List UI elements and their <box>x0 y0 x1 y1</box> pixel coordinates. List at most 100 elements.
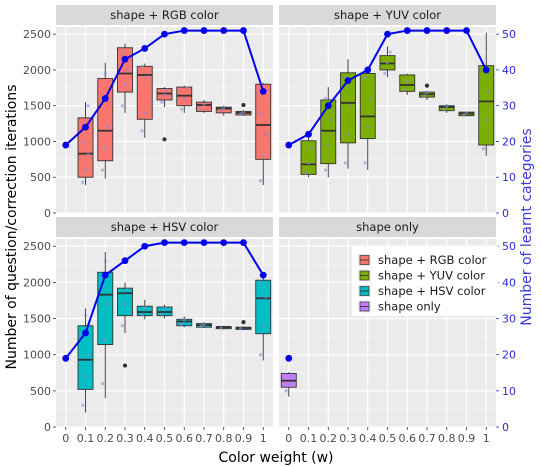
jitter-point <box>83 313 88 317</box>
box-0.5 <box>156 304 173 319</box>
categories-point <box>240 239 247 247</box>
legend-label: shape + HSV color <box>378 284 486 298</box>
categories-point <box>101 95 109 102</box>
jitter-point <box>160 312 164 316</box>
categories-point <box>180 27 188 34</box>
x-tick-label: 0.8 <box>215 432 233 445</box>
jitter-point <box>140 129 144 133</box>
jitter-point <box>239 327 243 331</box>
categories-point <box>285 354 293 362</box>
panel-strip <box>56 5 273 25</box>
categories-point <box>62 141 70 149</box>
legend-key-3 <box>358 285 371 297</box>
box-0.3 <box>340 59 356 169</box>
x-tick-label: 0.6 <box>175 432 193 445</box>
y-tick-label: 2000 <box>23 276 51 289</box>
y-axis-title: Number of question/correction iterations <box>4 84 20 369</box>
legend-background <box>352 246 498 316</box>
jitter-point <box>323 168 328 172</box>
box-body <box>320 99 337 165</box>
x-tick-label: 0.1 <box>300 432 318 445</box>
box-body <box>77 325 94 390</box>
box-0.3 <box>117 282 133 368</box>
y-right-tick-label: 30 <box>502 100 516 113</box>
categories-point <box>180 239 188 247</box>
box-0.4 <box>136 299 153 320</box>
legend-label: shape + RGB color <box>378 253 487 267</box>
box-body <box>478 65 495 146</box>
jitter-point <box>258 280 263 284</box>
box-body <box>77 117 94 178</box>
y-tick-label: 0 <box>44 207 51 220</box>
jitter-point <box>199 107 203 111</box>
categories-point <box>443 27 451 34</box>
box-0.4 <box>359 69 376 171</box>
jitter-point <box>264 295 268 299</box>
jitter-point <box>289 374 294 378</box>
x-tick-label: 0.5 <box>156 432 174 445</box>
box-body <box>255 83 272 160</box>
jitter-point <box>81 403 85 407</box>
categories-point <box>403 27 411 34</box>
box-body <box>97 271 114 346</box>
categories-point <box>384 30 391 38</box>
x-tick-label: 0 <box>62 432 69 445</box>
box-0.9 <box>458 111 475 117</box>
y-right-tick-label: 40 <box>502 64 516 77</box>
box-0.8 <box>215 105 232 116</box>
outlier-point <box>122 363 128 368</box>
jitter-point <box>261 154 265 158</box>
x-tick-label: 0.9 <box>458 432 476 445</box>
jitter-point <box>425 91 429 95</box>
box-0.7 <box>419 83 435 100</box>
y-right-axis-title: Number of learnt categories <box>519 128 535 325</box>
jitter-point <box>143 111 147 115</box>
jitter-point <box>202 322 206 326</box>
categories-point <box>121 55 129 63</box>
jitter-point <box>366 125 370 129</box>
jitter-point <box>388 50 392 54</box>
jitter-point <box>264 132 268 136</box>
y-right-tick-label: 20 <box>502 135 516 148</box>
jitter-point <box>241 110 246 114</box>
categories-point <box>324 102 332 110</box>
jitter-point <box>199 324 203 328</box>
jitter-point <box>343 161 347 165</box>
x-tick-label: 0 <box>285 432 292 445</box>
jitter-point <box>326 143 330 147</box>
jitter-point <box>143 306 147 310</box>
y-tick-label: 1500 <box>23 100 51 113</box>
categories-point <box>285 141 293 149</box>
jitter-point <box>81 180 85 184</box>
jitter-point <box>120 104 124 108</box>
panel-strip <box>279 217 496 237</box>
jitter-point <box>442 107 446 111</box>
y-right-tick-label: 20 <box>502 349 516 362</box>
jitter-point <box>83 168 88 172</box>
y-right-tick-label: 10 <box>502 171 516 184</box>
jitter-point <box>140 64 144 68</box>
x-tick-label: 0.5 <box>379 432 397 445</box>
categories-point <box>259 87 267 95</box>
x-tick-label: 0.9 <box>235 432 253 445</box>
box-body <box>300 140 317 175</box>
box-0.6 <box>176 316 193 328</box>
jitter-point <box>126 288 130 292</box>
panel-title: shape + RGB color <box>110 8 219 22</box>
box-0.9 <box>235 102 252 116</box>
panel-title: shape only <box>356 220 419 234</box>
jitter-point <box>120 324 124 328</box>
jitter-point <box>106 125 110 129</box>
jitter-point <box>323 96 328 101</box>
legend-label: shape + YUV color <box>378 269 485 283</box>
y-tick-label: 1000 <box>23 349 51 362</box>
jitter-point <box>385 61 390 65</box>
jitter-point <box>86 152 90 156</box>
x-tick-label: 0.3 <box>116 432 134 445</box>
jitter-point <box>222 106 226 110</box>
jitter-point <box>261 324 265 328</box>
jitter-point <box>346 132 350 136</box>
y-right-tick-label: 0 <box>502 207 509 220</box>
panel-title: shape + YUV color <box>334 8 441 22</box>
